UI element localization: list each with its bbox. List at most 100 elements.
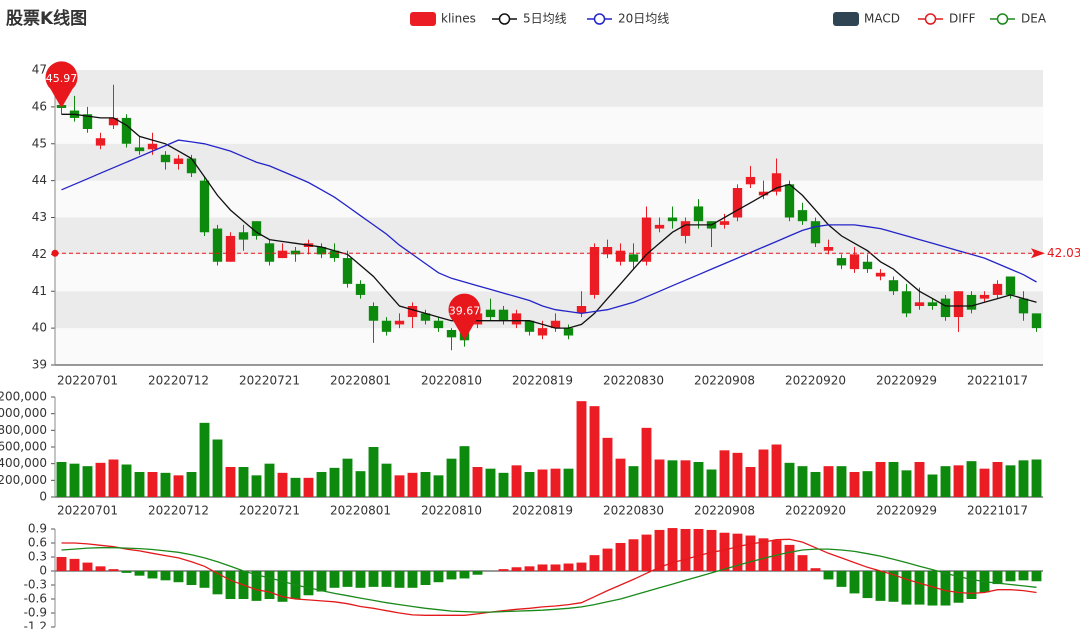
candle-body <box>394 320 405 325</box>
candle-body <box>771 173 782 192</box>
candle-body <box>745 176 756 185</box>
candle-body <box>823 247 834 251</box>
volume-bar <box>69 463 80 497</box>
macd-bar <box>563 563 574 571</box>
volume-bar <box>849 472 860 497</box>
volume-bar <box>797 466 808 497</box>
macd-bar <box>56 557 67 571</box>
macd-bar <box>589 555 600 571</box>
candle-body <box>901 291 912 314</box>
y-tick-label: 45 <box>32 136 47 150</box>
macd-bar <box>667 528 678 571</box>
y-tick-label: 41 <box>32 284 47 298</box>
macd-bar <box>875 571 886 601</box>
volume-bar <box>459 446 470 497</box>
x-tick-label: 20220721 <box>239 374 300 388</box>
macd-bar <box>407 571 418 588</box>
volume-bar <box>524 472 535 497</box>
candle-body <box>381 320 392 332</box>
macd-bar <box>1018 571 1029 581</box>
candle-body <box>264 243 275 262</box>
candle-body <box>147 143 158 150</box>
y-tick-label: -0.9 <box>24 606 47 620</box>
candle-body <box>134 147 145 152</box>
macd-bar <box>381 571 392 587</box>
volume-bar <box>368 447 379 497</box>
x-tick-label: 20220830 <box>603 504 664 518</box>
volume-bar <box>394 475 405 497</box>
candle-body <box>810 221 821 244</box>
macd-bar <box>823 571 834 580</box>
volume-bar <box>862 471 873 497</box>
candle-body <box>667 217 678 222</box>
candle-body <box>108 117 119 126</box>
volume-bar <box>719 450 730 497</box>
volume-bar <box>758 449 769 497</box>
volume-bar <box>186 472 197 497</box>
volume-bar <box>56 462 67 497</box>
candle-body <box>225 235 236 262</box>
legend-icon <box>833 12 859 26</box>
candle-body <box>342 258 353 284</box>
y-tick-label: 400,000 <box>0 456 47 470</box>
x-tick-label: 20220801 <box>330 504 391 518</box>
macd-bar <box>277 571 288 602</box>
volume-bar <box>641 427 652 497</box>
volume-bar <box>771 444 782 497</box>
volume-bar <box>693 462 704 497</box>
chart-title: 股票K线图 <box>6 8 87 29</box>
macd-bar <box>680 529 691 571</box>
macd-bar <box>355 571 366 588</box>
x-tick-label: 20220810 <box>421 504 482 518</box>
volume-bar <box>1005 465 1016 497</box>
macd-bar <box>186 571 197 585</box>
macd-bar <box>420 571 431 585</box>
candle-body <box>355 283 366 295</box>
macd-bar <box>836 571 847 587</box>
candle-body <box>758 191 769 196</box>
volume-bar <box>121 464 132 497</box>
candle-body <box>589 247 600 295</box>
macd-bar <box>498 569 509 571</box>
candle-body <box>1018 298 1029 314</box>
volume-bar <box>654 459 665 497</box>
line-series <box>61 538 1037 616</box>
macd-bar <box>121 571 132 573</box>
macd-bar <box>225 571 236 599</box>
candle-body <box>407 306 418 318</box>
volume-bar <box>745 467 756 497</box>
candle-body <box>602 247 613 255</box>
macd-bar <box>901 571 912 605</box>
x-tick-label: 20220701 <box>57 504 118 518</box>
macd-bar <box>329 571 340 588</box>
y-tick-label: 39 <box>32 358 47 372</box>
grid-band <box>55 180 1043 218</box>
macd-bar <box>602 548 613 571</box>
x-tick-label: 20221017 <box>967 504 1028 518</box>
mark-line-arrow <box>1031 248 1045 259</box>
legend-label: MACD <box>864 12 900 26</box>
macd-bar <box>706 529 717 571</box>
volume-bar <box>810 472 821 497</box>
volume-bar <box>667 460 678 497</box>
volume-bar <box>589 406 600 497</box>
candle-body <box>485 309 496 318</box>
macd-bar <box>342 571 353 587</box>
volume-bar <box>576 401 587 497</box>
macd-bar <box>940 571 951 606</box>
y-tick-label: 200,000 <box>0 473 47 487</box>
volume-bar <box>355 471 366 497</box>
candle-body <box>199 180 210 233</box>
volume-bar <box>914 462 925 497</box>
volume-bar <box>784 462 795 497</box>
volume-bar <box>485 468 496 497</box>
y-tick-label: 40 <box>32 321 47 335</box>
macd-bar <box>160 571 171 581</box>
macd-bar <box>810 568 821 571</box>
legend-icon <box>498 13 511 25</box>
volume-bar <box>225 467 236 497</box>
y-tick-label: 0.6 <box>28 536 47 550</box>
candle-body <box>654 224 665 229</box>
macd-bar <box>914 571 925 605</box>
candle-body <box>82 114 93 129</box>
